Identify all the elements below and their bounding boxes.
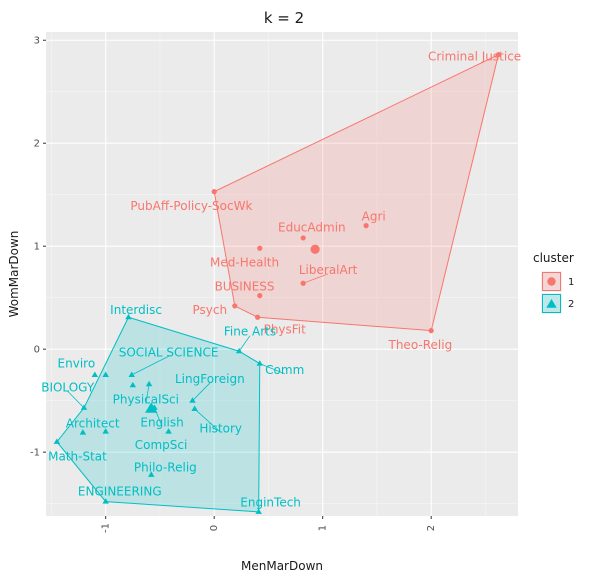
label-leader-line bbox=[67, 390, 85, 409]
point-label: LingForeign bbox=[175, 372, 245, 386]
cluster-2-point bbox=[79, 429, 87, 435]
cluster-2-point bbox=[91, 371, 99, 377]
point-label: LiberalArt bbox=[299, 263, 358, 277]
point-label: CompSci bbox=[135, 438, 188, 452]
data-points bbox=[53, 52, 502, 514]
point-label: PhysicalSci bbox=[113, 393, 179, 407]
cluster-1-point bbox=[428, 328, 434, 334]
point-label: SOCIAL SCIENCE bbox=[119, 345, 219, 359]
label-leader-line bbox=[131, 355, 169, 376]
point-label: Agri bbox=[362, 209, 386, 223]
point-label: ENGINEERING bbox=[78, 484, 162, 498]
cluster-2-point bbox=[148, 471, 155, 477]
cluster-2-point bbox=[189, 397, 196, 403]
cluster-2-point bbox=[191, 405, 198, 411]
cluster-1-point bbox=[495, 52, 502, 58]
legend-marker-1 bbox=[547, 277, 556, 286]
label-leader-line bbox=[238, 335, 251, 352]
point-label: Interdisc bbox=[110, 303, 162, 317]
x-tick-label: 1 bbox=[318, 525, 329, 531]
cluster-2-hull bbox=[56, 316, 261, 513]
legend-label-2: 2 bbox=[568, 299, 574, 310]
x-tick-label: 2 bbox=[426, 525, 437, 531]
cluster-2-point bbox=[255, 508, 262, 514]
legend-title: cluster bbox=[533, 251, 574, 265]
point-label: Theo-Relig bbox=[388, 338, 453, 352]
cluster-2-point bbox=[128, 371, 135, 377]
x-tick-label: -1 bbox=[101, 523, 112, 533]
legend: cluster 1 2 bbox=[533, 251, 574, 314]
point-label: English bbox=[140, 415, 183, 429]
y-tick-label: 1 bbox=[34, 242, 40, 253]
cluster-2-point bbox=[165, 428, 172, 434]
label-leader-line bbox=[259, 363, 285, 375]
point-label: Math-Stat bbox=[48, 449, 107, 463]
cluster-1-point bbox=[257, 293, 263, 299]
cluster-1-point bbox=[232, 303, 238, 309]
point-label: BUSINESS bbox=[215, 279, 275, 293]
cluster-2-centroid bbox=[145, 402, 158, 413]
point-label: Comm bbox=[265, 363, 304, 377]
point-label: EducAdmin bbox=[278, 221, 346, 235]
cluster-1-centroid bbox=[310, 244, 320, 254]
point-label: Enviro bbox=[58, 357, 96, 371]
cluster-2-point bbox=[235, 347, 243, 354]
label-leader-lines bbox=[67, 273, 329, 433]
point-label: Philo-Relig bbox=[134, 461, 197, 475]
y-tick-label: -1 bbox=[30, 448, 40, 459]
axis-ticks: -1 0 1 2 -1 0 1 2 3 bbox=[30, 36, 437, 533]
cluster-1-point bbox=[257, 245, 263, 251]
point-label: Architect bbox=[66, 416, 120, 430]
point-label: Psych bbox=[193, 303, 228, 317]
label-leader-line bbox=[303, 273, 329, 284]
cluster-1-point bbox=[254, 314, 261, 320]
cluster-2-point bbox=[125, 313, 132, 320]
major-grid bbox=[46, 32, 518, 516]
cluster-hulls bbox=[56, 53, 500, 513]
point-label: EnginTech bbox=[240, 496, 301, 510]
cluster-2-point bbox=[129, 381, 137, 388]
point-label: PhysFit bbox=[264, 323, 307, 337]
legend-label-1: 1 bbox=[568, 277, 574, 288]
x-axis-title: MenMarDown bbox=[241, 559, 323, 573]
y-tick-label: 0 bbox=[34, 345, 40, 356]
cluster-2-point bbox=[80, 404, 88, 410]
cluster-1-point bbox=[300, 235, 306, 241]
y-tick-label: 3 bbox=[34, 36, 40, 47]
cluster-2-point bbox=[102, 428, 109, 434]
y-axis-title: WomMarDown bbox=[7, 231, 21, 318]
point-label: Med-Health bbox=[210, 256, 279, 270]
plot-panel bbox=[46, 32, 518, 516]
cluster-1-point bbox=[300, 280, 306, 286]
point-label: Criminal Justice bbox=[428, 50, 521, 64]
point-labels: Criminal Justice PubAff-Policy-SocWk Agri E… bbox=[41, 50, 521, 510]
cluster-1-point bbox=[363, 223, 369, 229]
label-leader-line bbox=[145, 384, 150, 404]
point-label: PubAff-Policy-SocWk bbox=[130, 199, 252, 213]
y-tick-label: 2 bbox=[34, 139, 40, 150]
cluster-2-point bbox=[53, 438, 61, 444]
cluster-2-point bbox=[256, 360, 263, 366]
chart-title: k = 2 bbox=[264, 9, 304, 27]
cluster-1-point bbox=[211, 189, 217, 195]
cluster-1-hull bbox=[213, 53, 500, 332]
cluster-2-point bbox=[102, 371, 109, 377]
x-tick-label: 0 bbox=[209, 525, 220, 531]
point-label: BIOLOGY bbox=[41, 380, 95, 394]
cluster-2-point bbox=[102, 498, 109, 504]
point-label: Fine Arts bbox=[224, 325, 276, 339]
label-leader-line bbox=[194, 408, 221, 433]
legend-marker-2 bbox=[546, 299, 557, 308]
label-leader-line bbox=[192, 382, 211, 401]
point-label: History bbox=[199, 421, 242, 435]
cluster-2-point bbox=[145, 380, 153, 387]
